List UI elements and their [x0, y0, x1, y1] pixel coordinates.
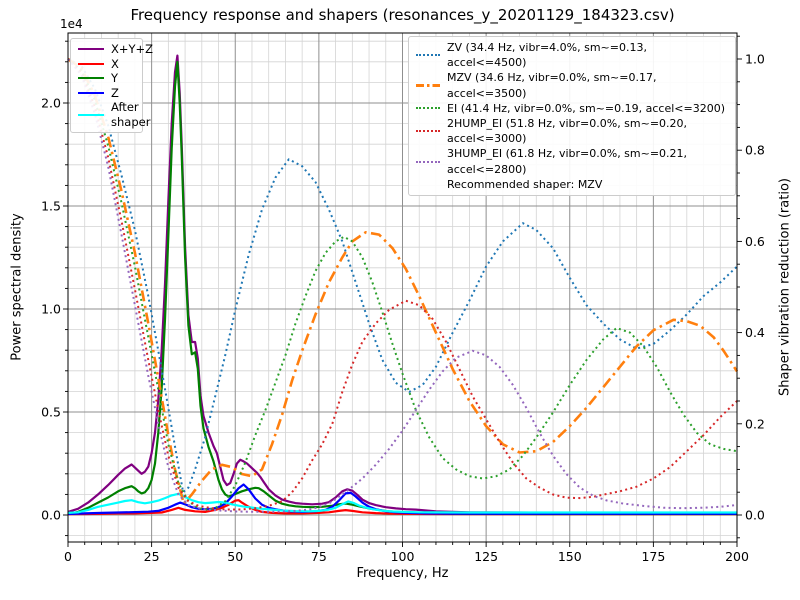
y-left-tick-label: 0.0	[41, 508, 61, 523]
x-tick-label: 175	[641, 549, 665, 564]
psd-legend: X+Y+Z X Y Z After shaper	[70, 38, 153, 133]
y-axis-offset-label: 1e4	[60, 17, 83, 31]
legend-item-2hump-ei: 2HUMP_EI (51.8 Hz, vibr=0.0%, sm~=0.20, …	[416, 116, 728, 146]
line-sample-2hump-ei	[416, 130, 440, 133]
curve-y	[67, 60, 737, 516]
y-right-tick-label: 0.4	[745, 325, 765, 340]
shaper-curves	[67, 57, 739, 513]
x-tick-label: 50	[227, 549, 243, 564]
y-right-tick-label: 0.0	[745, 508, 765, 523]
legend-item-ei: EI (41.4 Hz, vibr=0.0%, sm~=0.19, accel<…	[416, 101, 728, 116]
legend-item-y: Y	[78, 71, 135, 86]
curve-after-shaper	[67, 492, 737, 514]
line-sample-xyz	[78, 48, 104, 51]
legend-item-3hump-ei: 3HUMP_EI (61.8 Hz, vibr=0.0%, sm~=0.21, …	[416, 146, 728, 176]
line-sample-x	[78, 62, 104, 65]
legend-label: 3HUMP_EI (61.8 Hz, vibr=0.0%, sm~=0.21, …	[447, 147, 688, 176]
legend-label: After shaper	[111, 100, 151, 129]
x-tick-label: 25	[144, 549, 160, 564]
legend-label: X+Y+Z	[111, 42, 154, 56]
curve-mzv	[67, 57, 739, 505]
legend-label: ZV (34.4 Hz, vibr=4.0%, sm~=0.13, accel<…	[447, 41, 647, 70]
x-tick-label: 200	[725, 549, 749, 564]
axis-ticks	[63, 35, 742, 547]
x-tick-label: 100	[391, 549, 415, 564]
legend-item-zv: ZV (34.4 Hz, vibr=4.0%, sm~=0.13, accel<…	[416, 40, 728, 70]
line-sample-zv	[416, 54, 440, 57]
legend-label: MZV (34.6 Hz, vibr=0.0%, sm~=0.17, accel…	[447, 71, 657, 100]
y-left-tick-label: 1.0	[41, 302, 61, 317]
y-left-tick-label: 2.0	[41, 96, 61, 111]
y-right-tick-label: 1.0	[745, 52, 765, 67]
y-right-tick-labels: 0.0 0.2 0.4 0.6 0.8 1.0	[745, 52, 765, 523]
line-sample-3hump-ei	[416, 160, 440, 163]
legend-label: EI (41.4 Hz, vibr=0.0%, sm~=0.19, accel<…	[447, 101, 725, 115]
legend-item-after-shaper: After shaper	[78, 100, 150, 129]
shaper-legend: ZV (34.4 Hz, vibr=4.0%, sm~=0.13, accel<…	[408, 36, 736, 197]
y-right-tick-label: 0.8	[745, 143, 765, 158]
x-tick-label: 150	[558, 549, 582, 564]
legend-item-mzv: MZV (34.6 Hz, vibr=0.0%, sm~=0.17, accel…	[416, 70, 728, 100]
y-left-tick-label: 1.5	[41, 199, 61, 214]
y-left-tick-label: 0.5	[41, 405, 61, 420]
y-left-tick-labels: 0.0 0.5 1.0 1.5 2.0	[41, 96, 61, 523]
y-right-tick-label: 0.6	[745, 234, 765, 249]
legend-label: Z	[111, 85, 119, 100]
line-sample-y	[78, 77, 104, 80]
x-tick-label: 125	[474, 549, 498, 564]
legend-label: 2HUMP_EI (51.8 Hz, vibr=0.0%, sm~=0.20, …	[447, 117, 688, 146]
line-sample-mzv	[416, 84, 440, 87]
x-tick-labels: 0 25 50 75 100 125 150 175 200	[64, 549, 749, 564]
line-sample-after-shaper	[78, 113, 104, 116]
left-y-axis-label: Power spectral density	[9, 213, 25, 361]
legend-item-xyz: X+Y+Z	[78, 42, 153, 57]
curve-2hump-ei	[67, 58, 738, 511]
y-right-tick-label: 0.2	[745, 416, 765, 431]
legend-label: Y	[111, 71, 119, 85]
x-tick-label: 75	[311, 549, 327, 564]
recommended-shaper-note: Recommended shaper: MZV	[447, 177, 603, 191]
right-y-axis-label: Shaper vibration reduction (ratio)	[777, 178, 793, 396]
x-axis-label: Frequency, Hz	[356, 566, 449, 581]
x-tick-label: 0	[64, 549, 72, 564]
legend-item-z: Z	[78, 86, 135, 101]
line-sample-ei	[416, 107, 440, 110]
chart-title: Frequency response and shapers (resonanc…	[130, 6, 675, 24]
legend-item-x: X	[78, 57, 135, 72]
line-sample-z	[78, 91, 104, 94]
legend-label: X	[111, 56, 119, 71]
